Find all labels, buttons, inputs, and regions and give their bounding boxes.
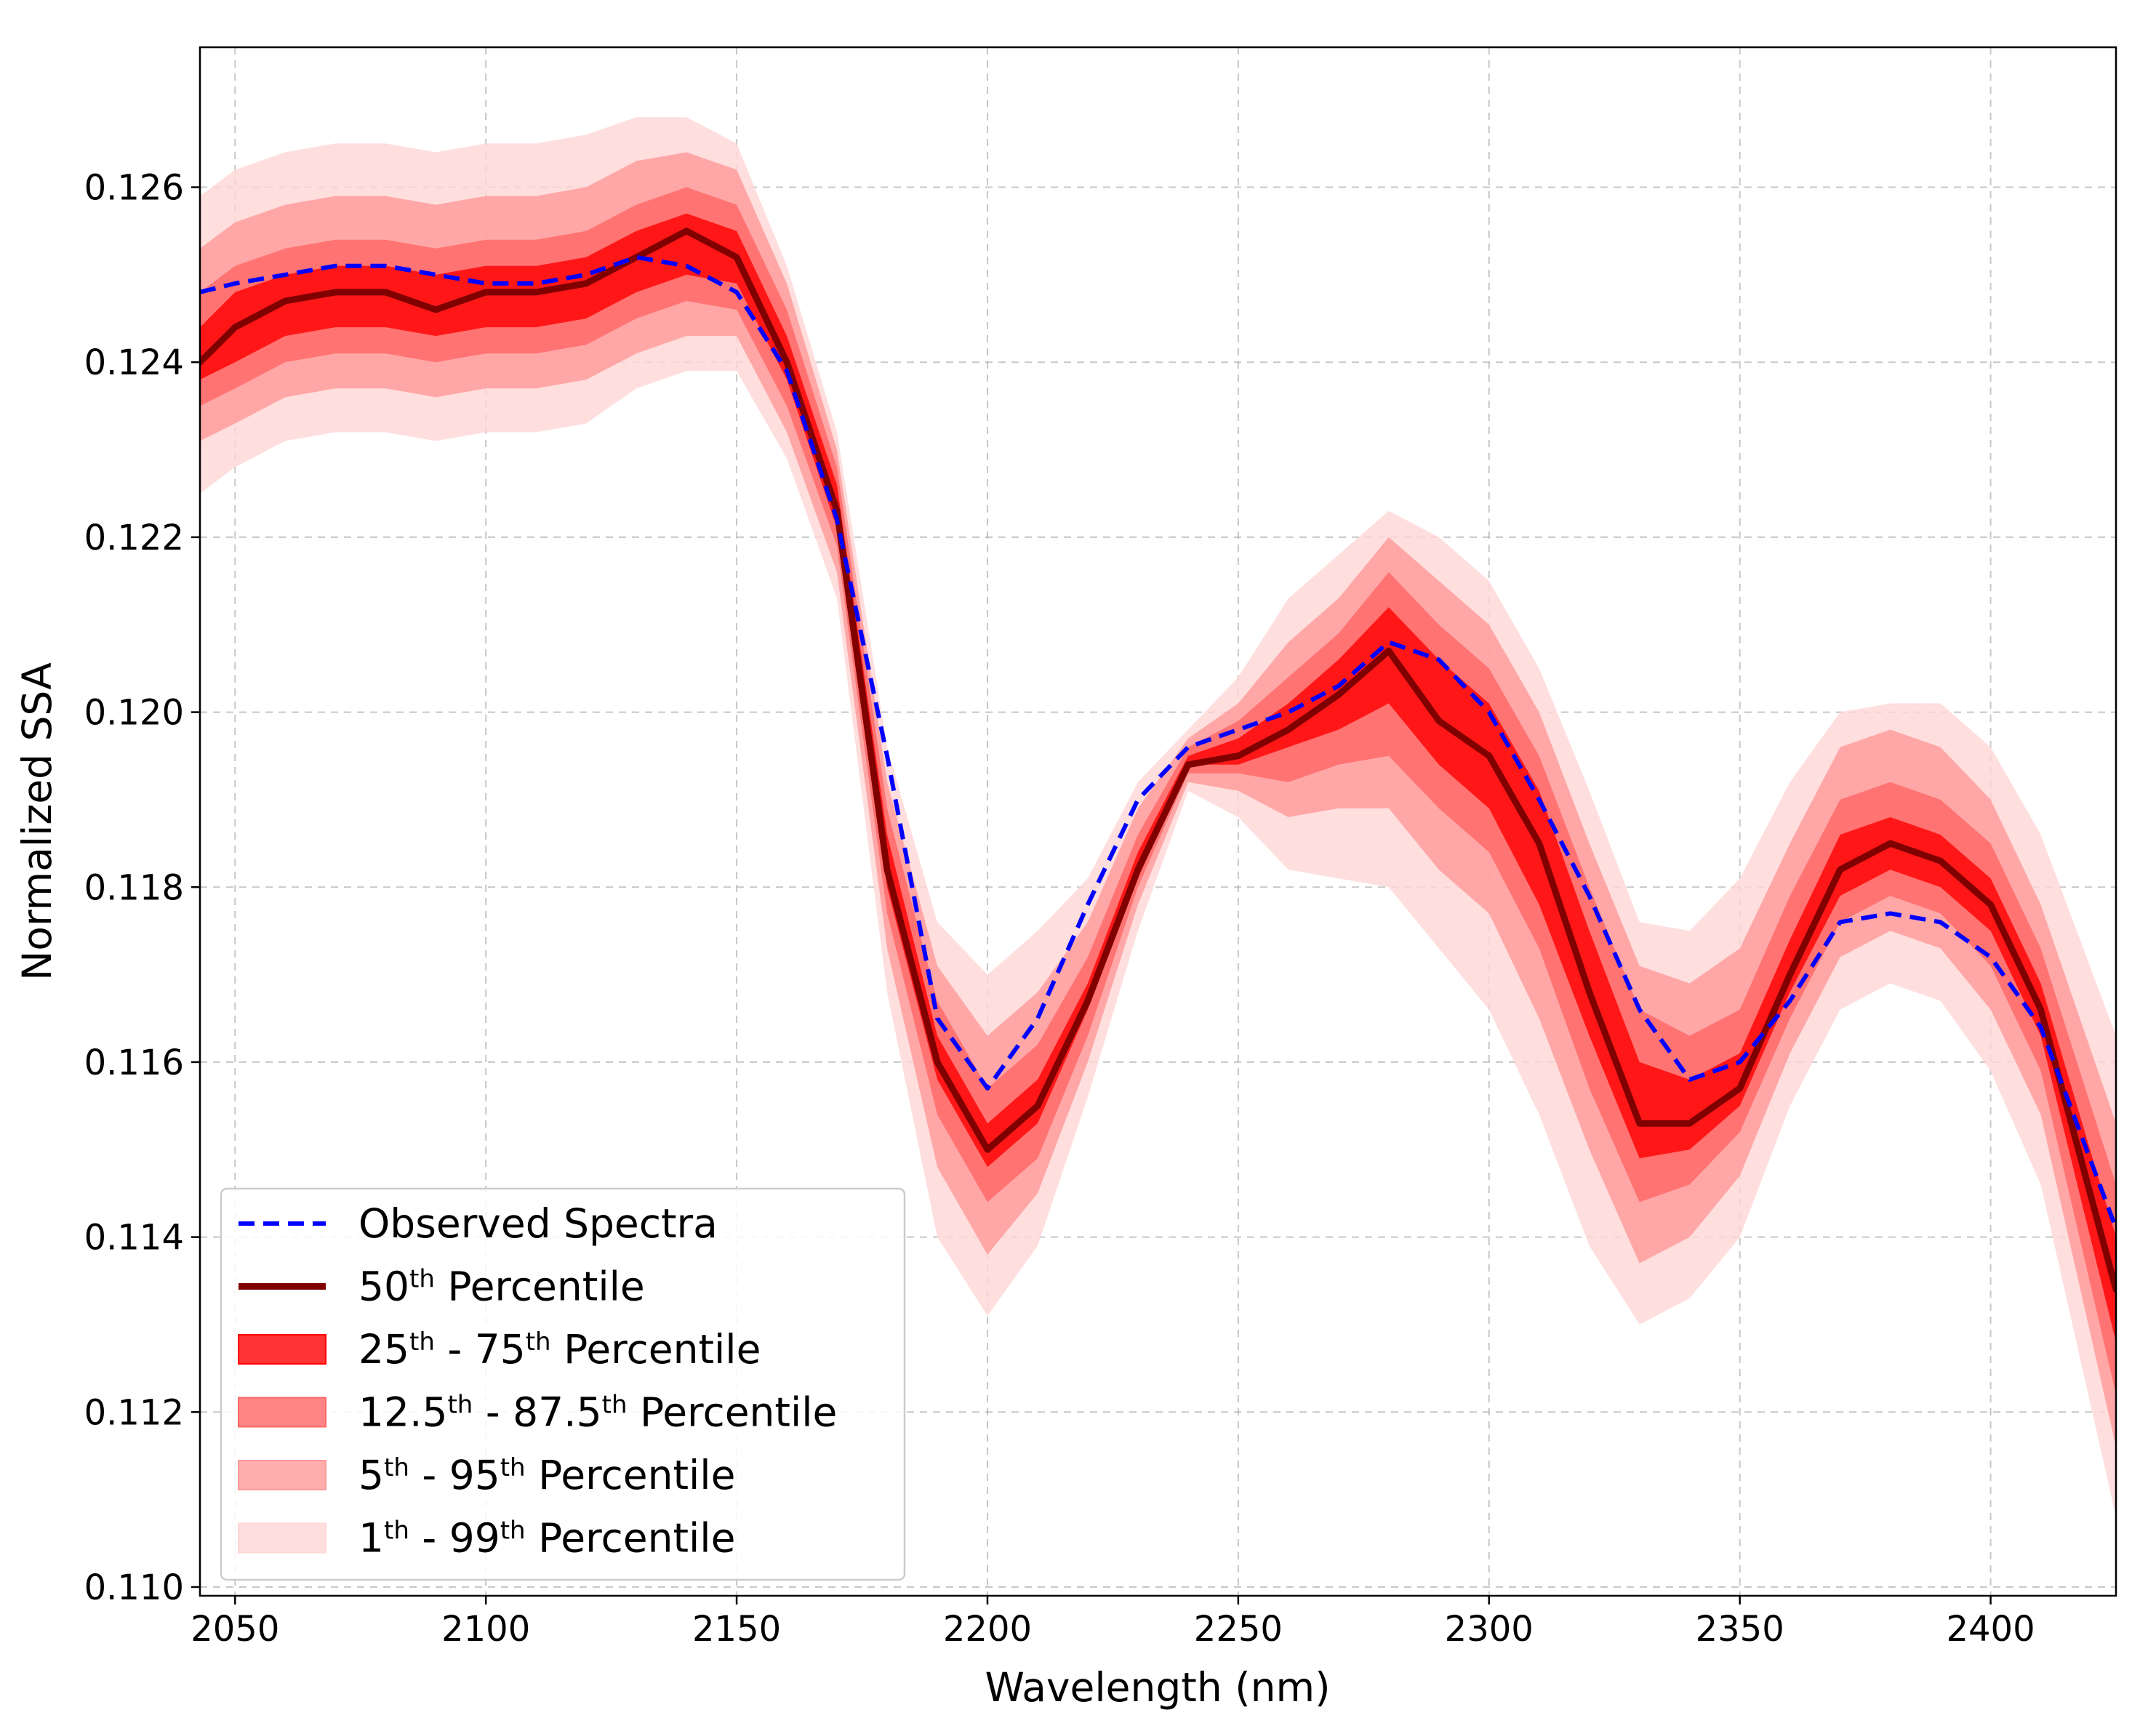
y-tick-label: 0.120: [84, 693, 184, 734]
legend-band-12-88-label: 12.5th - 87.5th Percentile: [358, 1389, 837, 1436]
x-tick-label: 2250: [1194, 1609, 1283, 1650]
legend-band-12-88-swatch: [238, 1397, 326, 1428]
legend-box: [220, 1187, 906, 1581]
observed-spectra-line: [200, 254, 2116, 1229]
y-tick-label: 0.116: [84, 1043, 184, 1083]
x-tick-label: 2150: [692, 1609, 781, 1650]
band-25-75-band: [200, 213, 2116, 1343]
y-tick-label: 0.114: [84, 1218, 184, 1258]
legend-band-25-75-swatch: [238, 1334, 326, 1365]
legend-band-5-95-swatch: [238, 1460, 326, 1490]
x-tick-label: 2050: [191, 1609, 279, 1650]
y-tick-label: 0.126: [84, 168, 184, 209]
x-tick-label: 2100: [441, 1609, 530, 1650]
plot-frame: [199, 46, 2117, 1597]
legend: Observed Spectra 50th Percentile 25th - 75…: [220, 1187, 906, 1581]
x-tick-label: 2400: [1946, 1609, 2035, 1650]
y-tick-label: 0.122: [84, 518, 184, 558]
y-tick-label: 0.110: [84, 1567, 184, 1608]
x-tick-label: 2300: [1445, 1609, 1534, 1650]
legend-band-1-99-label: 1th - 99th Percentile: [358, 1515, 735, 1562]
legend-band-5-95-label: 5th - 95th Percentile: [358, 1452, 735, 1498]
y-tick-label: 0.118: [84, 867, 184, 908]
y-axis-ticks: 0.110 0.112 0.114 0.116 0.118 0.120 0.122 0.124…: [84, 168, 200, 1608]
y-axis-label: Normalized SSA: [14, 662, 60, 981]
legend-median-label: 50th Percentile: [358, 1264, 645, 1310]
x-tick-label: 2350: [1696, 1609, 1784, 1650]
x-axis-ticks: 2050 2100 2150 2200 2250 2300 2350 2400: [191, 1596, 2035, 1650]
legend-band-25-75-label: 25th - 75th Percentile: [358, 1326, 761, 1373]
y-tick-label: 0.112: [84, 1392, 184, 1433]
series-lines: [200, 228, 2116, 1293]
x-tick-label: 2200: [943, 1609, 1032, 1650]
legend-observed-label: Observed Spectra: [358, 1200, 718, 1247]
y-tick-label: 0.124: [84, 342, 184, 383]
legend-band-1-99-swatch: [238, 1522, 326, 1554]
x-axis-label: Wavelength (nm): [985, 1664, 1330, 1711]
median-line: [200, 228, 2116, 1293]
